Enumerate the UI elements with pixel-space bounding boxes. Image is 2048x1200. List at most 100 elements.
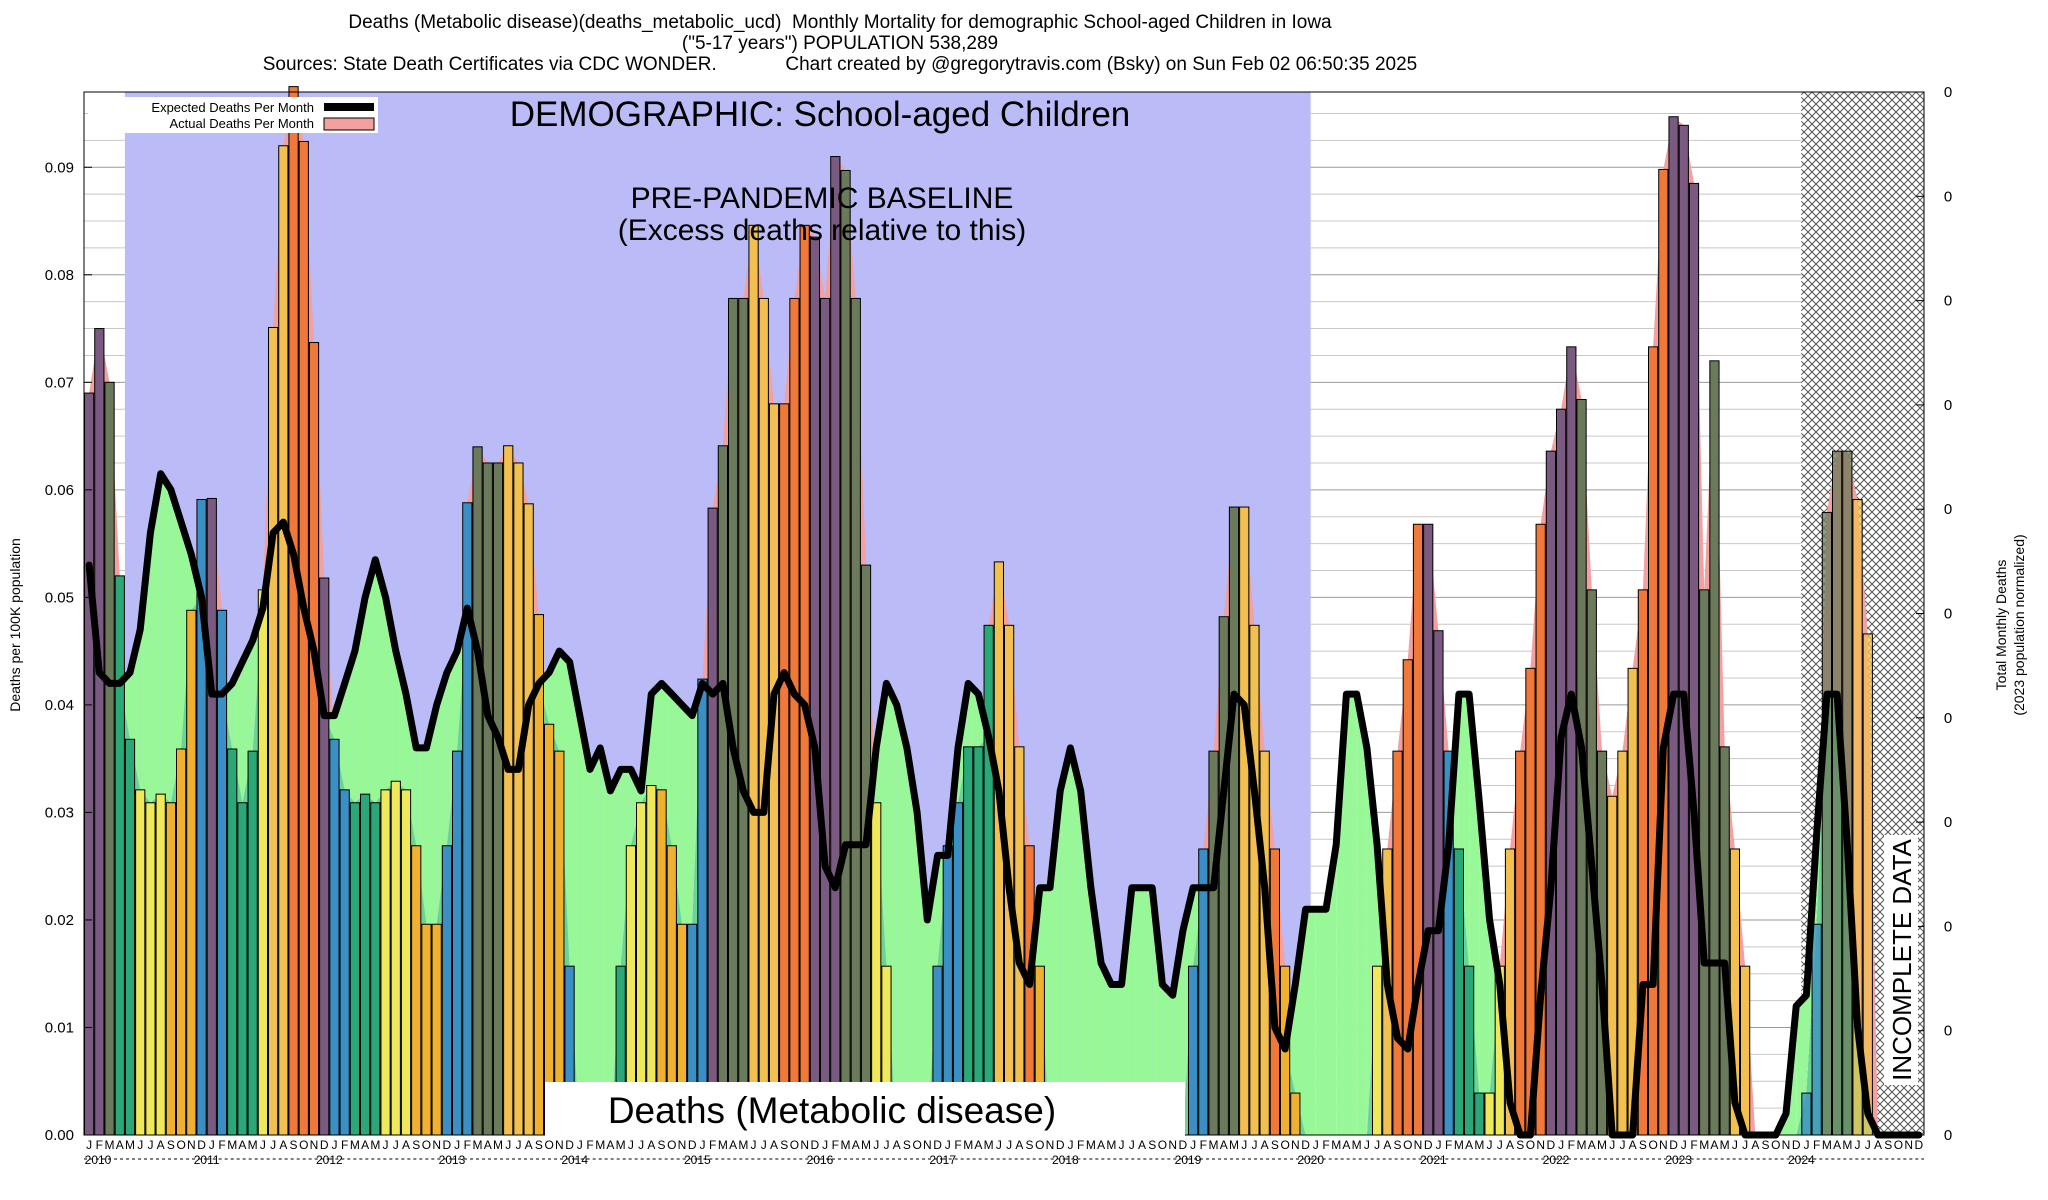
month-label: J [873, 1138, 879, 1152]
deficit-fill [344, 651, 355, 803]
year-label: 2024 [1788, 1153, 1815, 1167]
cause-label: Deaths (Metabolic disease) [608, 1090, 1056, 1131]
month-label: D [811, 1138, 820, 1152]
month-label: F [1077, 1138, 1084, 1152]
deficit-fill [692, 683, 703, 925]
month-label: F [1690, 1138, 1697, 1152]
month-label: J [1742, 1138, 1748, 1152]
y-tick-label: 0.06 [45, 482, 74, 499]
month-label: J [945, 1138, 951, 1152]
bar [155, 793, 166, 1136]
month-label: D [933, 1138, 942, 1152]
right-tick-label: 0 [1944, 501, 1952, 518]
y-tick-label: 0.01 [45, 1019, 74, 1036]
bar [850, 297, 861, 1136]
bar [503, 445, 514, 1136]
incomplete-label-box [1884, 835, 1918, 1085]
bar [94, 328, 105, 1136]
month-label: A [893, 1138, 901, 1152]
month-label: M [984, 1138, 994, 1152]
month-label: S [1271, 1138, 1279, 1152]
month-label: A [525, 1138, 533, 1152]
month-label: A [770, 1138, 778, 1152]
month-label: D [197, 1138, 206, 1152]
month-label: N [1291, 1138, 1300, 1152]
legend-actual-label: Actual Deaths Per Month [169, 116, 314, 131]
month-label: A [606, 1138, 614, 1152]
month-label: N [555, 1138, 564, 1152]
month-label: A [1751, 1138, 1759, 1152]
month-label: O [667, 1138, 676, 1152]
deficit-fill [365, 559, 376, 803]
month-label: A [1261, 1138, 1269, 1152]
month-label: A [1874, 1138, 1882, 1152]
bar [176, 748, 187, 1136]
month-label: M [473, 1138, 483, 1152]
bar [421, 923, 432, 1136]
month-label: J [1487, 1138, 1493, 1152]
bar [1218, 616, 1229, 1136]
month-label: A [974, 1138, 982, 1152]
month-label: A [729, 1138, 737, 1152]
month-label: S [1884, 1138, 1892, 1152]
month-label: M [1699, 1138, 1709, 1152]
deficit-fill [661, 683, 672, 846]
month-label: S [167, 1138, 175, 1152]
incomplete-data-label: INCOMPLETE DATA [1884, 835, 1918, 1085]
deficit-fill [671, 694, 682, 925]
bar [1412, 523, 1424, 1136]
y-tick-label: 0.09 [45, 159, 74, 176]
right-axis-label-line1: Total Monthly Deaths [1993, 560, 2009, 691]
y-tick-label: 0.03 [45, 804, 74, 821]
month-label: N [1782, 1138, 1791, 1152]
bar [452, 750, 463, 1136]
bar [1515, 750, 1526, 1136]
baseline-annotation-line2: (Excess deaths relative to this) [618, 214, 1027, 247]
month-label: J [1190, 1138, 1196, 1152]
month-label: O [176, 1138, 185, 1152]
deficit-fill [181, 522, 192, 749]
deficit-fill [1152, 887, 1163, 1135]
month-label: M [1209, 1138, 1219, 1152]
month-label: D [1915, 1138, 1924, 1152]
deficit-fill [1305, 909, 1316, 1135]
month-label: D [1792, 1138, 1801, 1152]
bar [1228, 506, 1240, 1136]
month-label: A [1015, 1138, 1023, 1152]
month-label: J [1374, 1138, 1380, 1152]
y-axis-ticks: 0.00 0.01 0.02 0.03 0.04 0.05 0.06 0.07 0.08 0.09 [45, 159, 92, 1144]
deficit-fill [610, 769, 621, 1135]
month-label: M [1842, 1138, 1852, 1152]
bar [789, 297, 800, 1136]
month-label: J [1619, 1138, 1625, 1152]
bar [1372, 965, 1383, 1136]
bar [513, 462, 524, 1136]
month-label: M [125, 1138, 135, 1152]
year-label: 2015 [684, 1153, 711, 1167]
deficit-fill [406, 694, 417, 846]
bar [758, 297, 769, 1136]
month-label: J [1006, 1138, 1012, 1152]
year-label: 2023 [1665, 1153, 1692, 1167]
month-label: D [688, 1138, 697, 1152]
month-label: A [1097, 1138, 1105, 1152]
month-label: A [1506, 1138, 1514, 1152]
month-label: M [616, 1138, 626, 1152]
month-label: S [1762, 1138, 1770, 1152]
year-label: 2022 [1543, 1153, 1570, 1167]
month-label: J [147, 1138, 153, 1152]
bar [1658, 168, 1669, 1136]
bar [360, 793, 371, 1136]
year-label: 2013 [439, 1153, 466, 1167]
month-label: J [1364, 1138, 1370, 1152]
month-label: J [515, 1138, 521, 1152]
right-tick-label: 0 [1944, 1127, 1952, 1144]
month-label: O [1526, 1138, 1535, 1152]
bar [206, 497, 217, 1136]
month-label: M [350, 1138, 360, 1152]
month-label: N [1046, 1138, 1055, 1152]
deficit-fill [252, 608, 263, 752]
month-label: M [861, 1138, 871, 1152]
month-label: J [1609, 1138, 1615, 1152]
month-label: F [1445, 1138, 1452, 1152]
